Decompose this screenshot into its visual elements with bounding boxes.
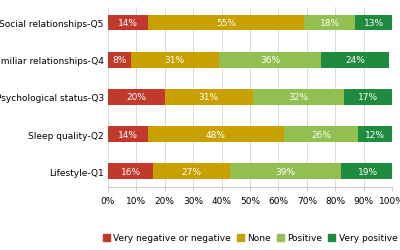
Bar [355,16,392,31]
Bar [344,90,392,105]
Bar [131,53,219,68]
Text: 17%: 17% [358,93,378,102]
Bar [108,90,165,105]
Bar [321,53,389,68]
Bar [108,164,154,179]
Bar [304,16,355,31]
Text: 55%: 55% [216,19,236,28]
Bar [253,90,344,105]
Legend: Very negative or negative, None, Positive, Very positive: Very negative or negative, None, Positiv… [101,232,399,244]
Text: 31%: 31% [165,56,185,65]
Bar [219,53,321,68]
Text: 13%: 13% [364,19,384,28]
Text: 18%: 18% [320,19,340,28]
Text: 31%: 31% [199,93,219,102]
Text: 48%: 48% [206,130,226,139]
Bar [148,16,304,31]
Text: 19%: 19% [358,167,378,176]
Bar [154,164,230,179]
Text: 36%: 36% [260,56,280,65]
Text: 39%: 39% [276,167,296,176]
Text: 26%: 26% [311,130,331,139]
Text: 12%: 12% [365,130,385,139]
Text: 14%: 14% [118,130,138,139]
Bar [358,127,392,142]
Text: 32%: 32% [288,93,308,102]
Text: 16%: 16% [121,167,141,176]
Bar [148,127,284,142]
Bar [108,127,148,142]
Bar [341,164,395,179]
Text: 8%: 8% [112,56,126,65]
Text: 27%: 27% [182,167,202,176]
Bar [108,16,148,31]
Bar [284,127,358,142]
Bar [165,90,253,105]
Text: 14%: 14% [118,19,138,28]
Text: 20%: 20% [126,93,146,102]
Text: 24%: 24% [345,56,365,65]
Bar [230,164,341,179]
Bar [108,53,131,68]
